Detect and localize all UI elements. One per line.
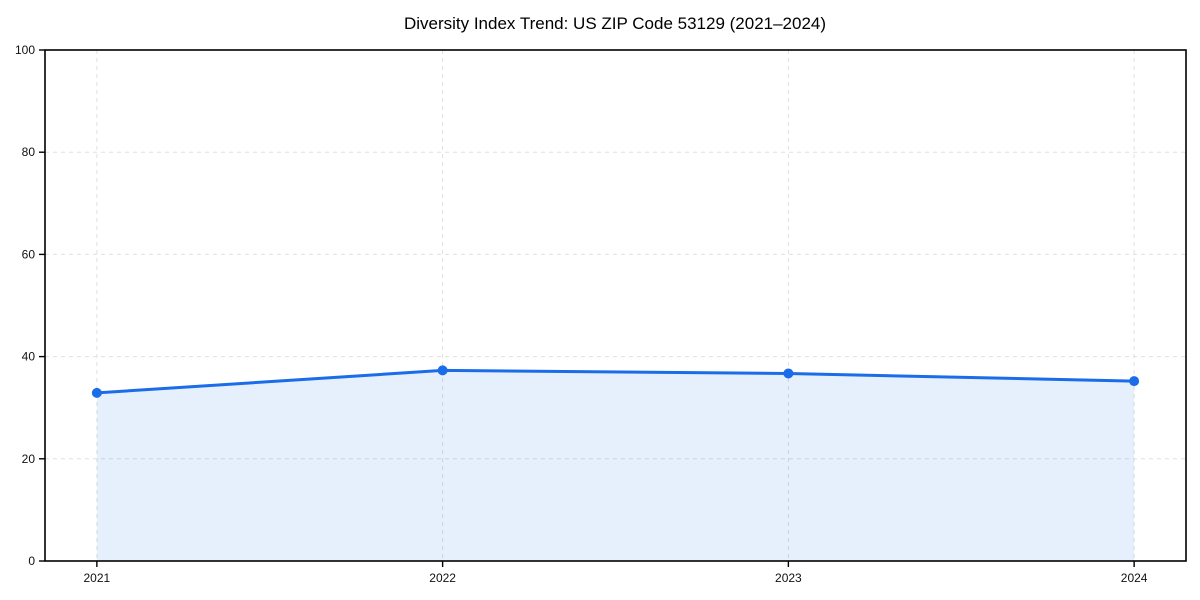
axes-spines [44,49,1187,562]
y-tick-label-60: 60 [22,247,36,261]
y-tick-label-20: 20 [22,452,36,466]
y-tick-label-0: 0 [28,554,35,568]
y-tick-label-100: 100 [15,43,35,57]
y-tick-label-40: 40 [22,350,36,364]
x-tick-label-2022: 2022 [429,571,456,585]
area-under-line [96,370,1135,561]
data-point-2024 [1129,376,1140,387]
chart-title: Diversity Index Trend: US ZIP Code 53129… [404,14,826,33]
data-point-2023 [783,368,794,379]
trend-polyline [95,368,1136,395]
x-tick-label-2023: 2023 [775,571,802,585]
x-tick-label-2024: 2024 [1121,571,1148,585]
plot-border [44,49,1187,562]
data-point-2022 [437,365,448,376]
axis-ticks: 0 20 40 60 80 100 2021 2022 2023 2024 [15,43,1148,585]
data-point-2021 [91,387,102,398]
data-points [91,365,1140,398]
area-fill [96,370,1135,561]
x-tick-label-2021: 2021 [84,571,111,585]
trend-line [95,368,1136,395]
y-tick-label-80: 80 [22,145,36,159]
